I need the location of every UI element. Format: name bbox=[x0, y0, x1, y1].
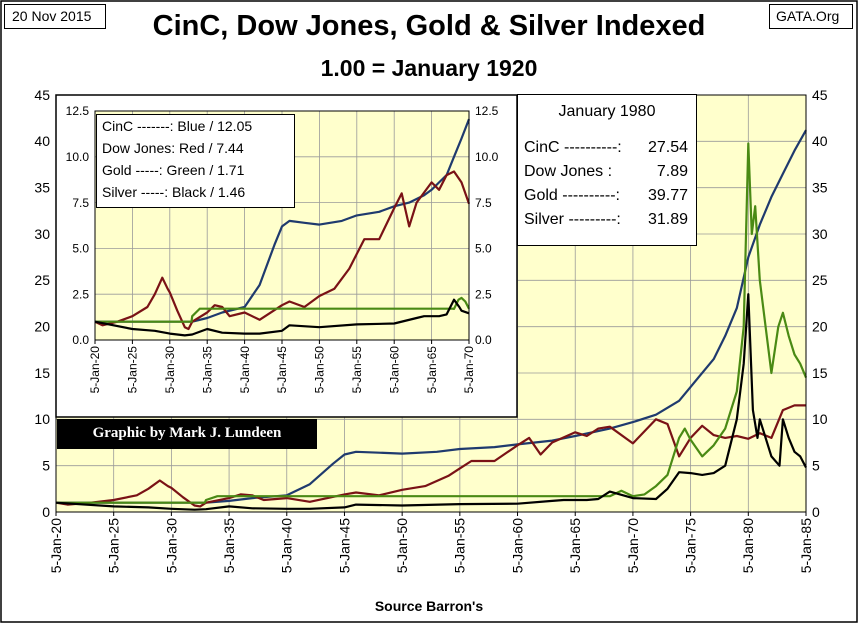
y-tick-label-right: 35 bbox=[812, 180, 828, 196]
y-tick-label-right: 30 bbox=[812, 226, 828, 242]
y-tick-label-left: 0.0 bbox=[72, 333, 89, 347]
x-tick-label: 5-Jan-50 bbox=[394, 518, 410, 573]
y-tick-label-left: 45 bbox=[34, 87, 50, 103]
x-tick-label: 5-Jan-25 bbox=[106, 518, 122, 573]
inset-plot-border bbox=[94, 110, 470, 341]
y-tick-label-left: 10 bbox=[34, 411, 50, 427]
x-tick-label: 5-Jan-35 bbox=[221, 518, 237, 573]
y-tick-label-right: 10.0 bbox=[475, 150, 499, 164]
inset-x-axis: 5-Jan-20 5-Jan-25 5-Jan-30 5-Jan-35 5-Jan-40… bbox=[88, 346, 476, 394]
series-line-dow bbox=[94, 170, 471, 331]
series-line-silver bbox=[94, 298, 470, 337]
chart-subtitle: 1.00 = January 1920 bbox=[320, 55, 538, 81]
inset-y-axis-left: 0.0 2.5 5.0 7.5 10.0 12.5 bbox=[66, 104, 90, 347]
jan1980-value-cinc: 27.54 bbox=[647, 139, 688, 156]
inset-legend: CinC -------: Blue / 12.05 Dow Jones: Re… bbox=[96, 114, 295, 208]
y-tick-label-left: 5 bbox=[42, 458, 50, 474]
jan1980-value-dow: 7.89 bbox=[656, 163, 688, 180]
series-line-gold bbox=[95, 296, 470, 323]
x-tick-label: 5-Jan-80 bbox=[740, 518, 756, 573]
x-tick-label: 5-Jan-20 bbox=[88, 346, 102, 394]
main-x-axis: 5-Jan-20 5-Jan-25 5-Jan-30 5-Jan-35 5-Jan-40… bbox=[48, 518, 814, 573]
source-tag-label: GATA.Org bbox=[776, 8, 840, 24]
jan1980-label-gold: Gold ----------: bbox=[524, 187, 620, 204]
x-tick-label: 5-Jan-25 bbox=[126, 346, 140, 394]
x-tick-label: 5-Jan-75 bbox=[683, 518, 699, 573]
y-tick-label-left: 35 bbox=[34, 180, 50, 196]
source-tag-box: GATA.Org bbox=[769, 4, 853, 29]
jan1980-label-silver: Silver ---------: bbox=[524, 211, 621, 228]
chart-title: CinC, Dow Jones, Gold & Silver Indexed bbox=[152, 10, 706, 42]
main-series bbox=[55, 129, 808, 511]
jan1980-value-silver: 31.89 bbox=[647, 211, 688, 228]
x-tick-label: 5-Jan-40 bbox=[238, 346, 252, 394]
y-tick-label-right: 10 bbox=[812, 411, 828, 427]
credit-banner: Graphic by Mark J. Lundeen bbox=[57, 419, 317, 449]
x-tick-label: 5-Jan-55 bbox=[350, 346, 364, 394]
date-label: 20 Nov 2015 bbox=[12, 8, 92, 24]
x-tick-label: 5-Jan-40 bbox=[279, 518, 295, 573]
y-tick-label-right: 5 bbox=[812, 458, 820, 474]
y-tick-label-left: 25 bbox=[34, 272, 50, 288]
credit-label: Graphic by Mark J. Lundeen bbox=[92, 425, 282, 441]
y-tick-label-left: 10.0 bbox=[66, 150, 90, 164]
jan1980-title: January 1980 bbox=[558, 103, 656, 120]
y-tick-label-left: 2.5 bbox=[72, 287, 89, 301]
inset-series bbox=[94, 118, 471, 337]
jan1980-label-dow: Dow Jones : bbox=[524, 163, 613, 180]
jan1980-label-cinc: CinC ----------: bbox=[524, 139, 622, 156]
series-line-cinc bbox=[95, 118, 471, 323]
legend-row-gold: Gold -----: Green / 1.71 bbox=[102, 162, 245, 178]
legend-row-silver: Silver -----: Black / 1.46 bbox=[102, 184, 246, 200]
y-tick-label-left: 30 bbox=[34, 226, 50, 242]
y-tick-label-left: 15 bbox=[34, 365, 50, 381]
y-tick-label-right: 2.5 bbox=[475, 287, 492, 301]
x-tick-label: 5-Jan-70 bbox=[625, 518, 641, 573]
y-tick-label-right: 20 bbox=[812, 319, 828, 335]
y-tick-label-right: 40 bbox=[812, 133, 828, 149]
x-tick-label: 5-Jan-70 bbox=[462, 346, 476, 394]
x-tick-label: 5-Jan-20 bbox=[48, 518, 64, 573]
series-line-gold bbox=[56, 142, 808, 504]
x-tick-label: 5-Jan-55 bbox=[452, 518, 468, 573]
y-tick-label-left: 5.0 bbox=[72, 242, 89, 256]
x-tick-label: 5-Jan-60 bbox=[509, 518, 525, 573]
y-tick-label-left: 0 bbox=[42, 504, 50, 520]
y-tick-label-left: 7.5 bbox=[72, 196, 89, 210]
legend-row-dow: Dow Jones: Red / 7.44 bbox=[102, 140, 244, 156]
x-tick-label: 5-Jan-45 bbox=[336, 518, 352, 573]
x-tick-label: 5-Jan-65 bbox=[425, 346, 439, 394]
y-tick-label-right: 5.0 bbox=[475, 242, 492, 256]
y-tick-label-right: 15 bbox=[812, 365, 828, 381]
y-tick-label-right: 25 bbox=[812, 272, 828, 288]
series-line-silver bbox=[55, 293, 807, 511]
main-y-axis-left: 0 5 10 15 20 25 30 35 40 45 bbox=[34, 87, 50, 520]
x-tick-label: 5-Jan-50 bbox=[313, 346, 327, 394]
main-y-axis-right: 0 5 10 15 20 25 30 35 40 45 bbox=[812, 87, 828, 520]
y-tick-label-left: 40 bbox=[34, 133, 50, 149]
series-line-dow bbox=[55, 404, 806, 508]
y-tick-label-right: 12.5 bbox=[475, 104, 499, 118]
jan1980-box: January 1980 CinC ----------: 27.54 Dow … bbox=[517, 94, 697, 246]
y-tick-label-right: 7.5 bbox=[475, 196, 492, 210]
y-tick-label-left: 20 bbox=[34, 319, 50, 335]
x-tick-label: 5-Jan-45 bbox=[275, 346, 289, 394]
x-tick-label: 5-Jan-60 bbox=[387, 346, 401, 394]
x-tick-label: 5-Jan-65 bbox=[567, 518, 583, 573]
y-tick-label-right: 0 bbox=[812, 504, 820, 520]
date-box: 20 Nov 2015 bbox=[4, 4, 106, 29]
legend-row-cinc: CinC -------: Blue / 12.05 bbox=[102, 118, 253, 134]
x-axis-source-label: Source Barron's bbox=[374, 598, 484, 614]
y-tick-label-right: 0.0 bbox=[475, 333, 492, 347]
inset-y-axis-right: 0.0 2.5 5.0 7.5 10.0 12.5 bbox=[475, 104, 499, 347]
y-tick-label-left: 12.5 bbox=[66, 104, 90, 118]
jan1980-value-gold: 39.77 bbox=[647, 187, 688, 204]
x-tick-label: 5-Jan-30 bbox=[163, 518, 179, 573]
x-tick-label: 5-Jan-85 bbox=[798, 518, 814, 573]
x-tick-label: 5-Jan-35 bbox=[200, 346, 214, 394]
x-tick-label: 5-Jan-30 bbox=[163, 346, 177, 394]
y-tick-label-right: 45 bbox=[812, 87, 828, 103]
